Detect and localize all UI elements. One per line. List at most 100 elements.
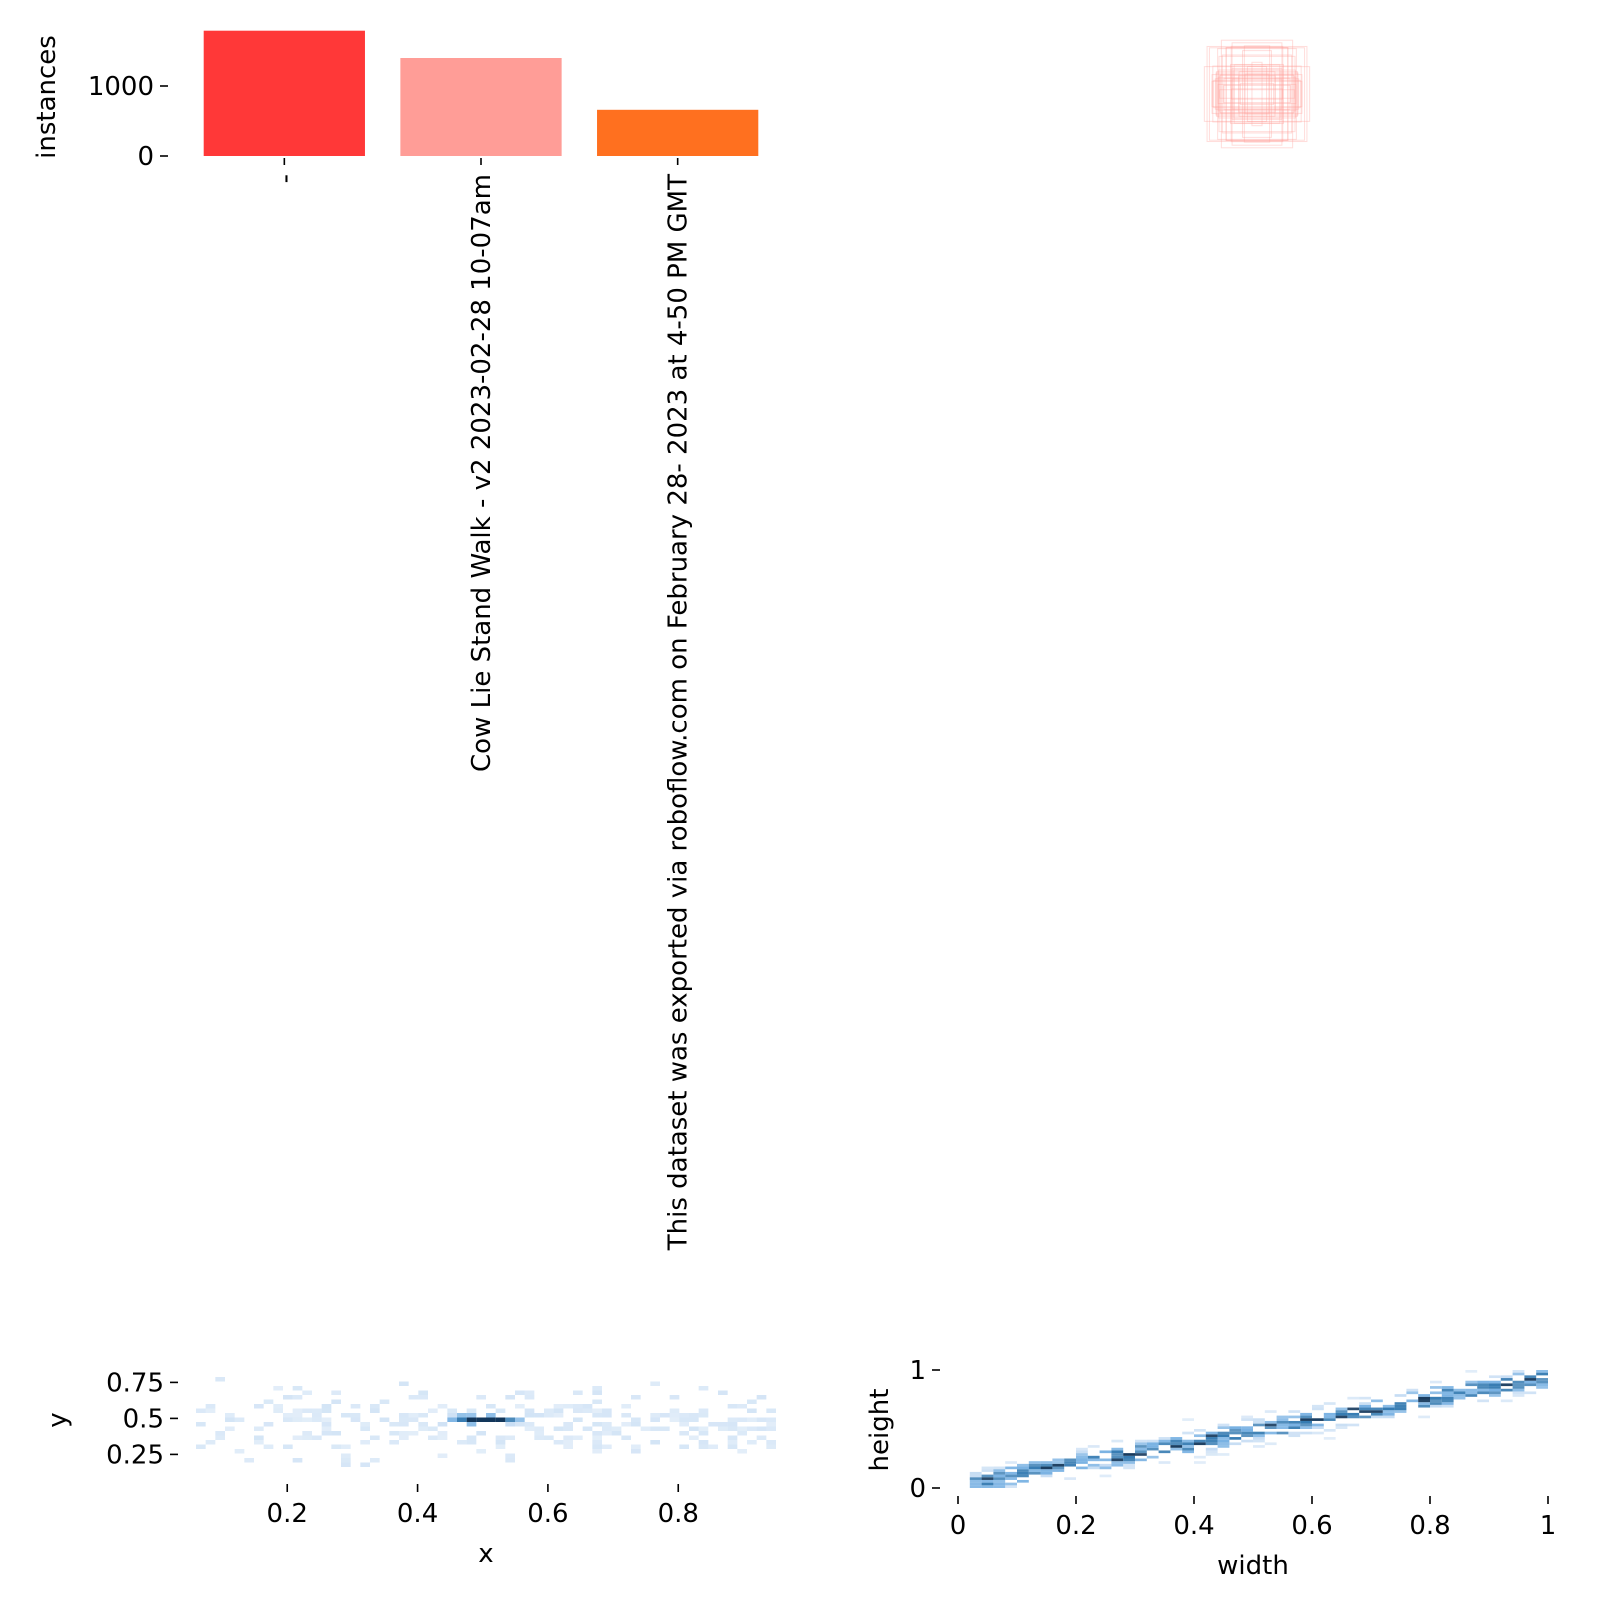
heatmap-cell (418, 1413, 428, 1418)
heatmap-cell (1276, 1423, 1289, 1427)
heatmap-cell (244, 1458, 254, 1463)
heatmap-cell (1465, 1388, 1478, 1392)
heatmap-cell (292, 1386, 303, 1391)
heatmap-cell (650, 1440, 660, 1445)
heatmap-cell (1076, 1450, 1088, 1454)
heatmap-cell (1052, 1461, 1065, 1464)
heatmap-cell (756, 1395, 767, 1400)
heatmap-cell (689, 1435, 699, 1440)
heatmap-cell (698, 1426, 709, 1431)
heatmap-cell (727, 1417, 738, 1422)
heatmap-cell (969, 1474, 982, 1478)
heatmap-cell (1512, 1370, 1525, 1373)
heatmap-cell (1158, 1442, 1171, 1446)
heatmap-cell (321, 1422, 332, 1427)
heatmap-cell (737, 1426, 747, 1431)
heatmap-cell (1500, 1388, 1513, 1392)
heatmap-cell (254, 1426, 264, 1431)
heatmap-cell (1076, 1461, 1088, 1464)
heatmap-cell (631, 1417, 641, 1422)
heatmap-cell (727, 1404, 738, 1409)
heatmap-cell (1146, 1439, 1159, 1443)
heatmap-cell (360, 1422, 370, 1427)
heatmap-cell (1028, 1463, 1041, 1467)
heatmap-cell (756, 1435, 767, 1440)
heatmap-cell (1512, 1388, 1525, 1392)
heatmap-cell (196, 1444, 206, 1449)
heatmap-cell (1135, 1453, 1147, 1456)
heatmap-cell (993, 1471, 1006, 1475)
heatmap-cell (1064, 1477, 1076, 1480)
heatmap-cell (399, 1413, 409, 1418)
heatmap-cell (1465, 1383, 1478, 1387)
heatmap-cell (553, 1413, 564, 1418)
heatmap-cell (650, 1381, 660, 1386)
heatmap-cell (1524, 1391, 1537, 1395)
heatmap-cell (379, 1417, 390, 1422)
heatmap-cell (524, 1422, 535, 1427)
heatmap-cell (592, 1440, 602, 1445)
heatmap-cell (534, 1431, 544, 1436)
heatmap-cell (698, 1408, 709, 1413)
heatmap-cell (292, 1458, 303, 1463)
heatmap-cell (1241, 1426, 1253, 1429)
heatmap-cell (1312, 1404, 1324, 1408)
heatmap-cell (273, 1386, 283, 1391)
heatmap-cell (418, 1390, 428, 1395)
heatmap-cell (747, 1440, 757, 1445)
heatmap-cell (524, 1395, 535, 1400)
box (1225, 47, 1289, 141)
heatmap-cell (1524, 1375, 1537, 1379)
heatmap-cell (727, 1435, 738, 1440)
heatmap-cell (1382, 1415, 1395, 1419)
box (1230, 88, 1284, 100)
heatmap-cell (1430, 1402, 1442, 1405)
heatmap-cell (1477, 1399, 1489, 1403)
heatmap-cell (1465, 1394, 1478, 1397)
heatmap-cell (1347, 1415, 1360, 1419)
heatmap-cell (515, 1417, 525, 1422)
heatmap-cell (1323, 1429, 1336, 1432)
heatmap-cell (1359, 1407, 1371, 1411)
heatmap-cell (1536, 1378, 1548, 1381)
heatmap-cell (1394, 1402, 1407, 1405)
heatmap-cell (1040, 1471, 1053, 1475)
heatmap-cell (466, 1440, 477, 1445)
heatmap-cell (370, 1404, 380, 1409)
heatmap-cell (1276, 1426, 1289, 1429)
heatmap-cell (341, 1444, 351, 1449)
heatmap-cell (1288, 1415, 1301, 1419)
heatmap-cell (1359, 1396, 1371, 1400)
heatmap-cell (234, 1417, 245, 1422)
heatmap-cell (399, 1417, 409, 1422)
heatmap-cell (292, 1395, 303, 1400)
heatmap-cell (350, 1404, 361, 1409)
heatmap-cell (283, 1413, 293, 1418)
heatmap-cell (1335, 1410, 1348, 1413)
box (1218, 55, 1296, 133)
heatmap-cell (1441, 1386, 1454, 1389)
heatmap-cell (331, 1399, 341, 1404)
heatmap-cell (1347, 1423, 1360, 1427)
heatmap-cell (1323, 1418, 1336, 1421)
heatmap-cell (302, 1408, 312, 1413)
x-tick-label: 0.6 (527, 1499, 568, 1529)
heatmap-cell (1123, 1461, 1135, 1464)
heatmap-cell (408, 1395, 419, 1400)
heatmap-cell (1430, 1386, 1442, 1389)
heatmap-cell (1217, 1453, 1230, 1456)
heatmap-cell (698, 1440, 709, 1445)
heatmap-cell (1335, 1423, 1348, 1427)
heatmap-cell (408, 1413, 419, 1418)
heatmap-cell (1217, 1431, 1230, 1435)
x-tick-label: 0.2 (1055, 1511, 1096, 1541)
heatmap-cell (621, 1404, 631, 1409)
heatmap-cell (1040, 1461, 1053, 1464)
heatmap-cell (408, 1417, 419, 1422)
heatmap-cell (1111, 1461, 1124, 1464)
heatmap-cell (563, 1440, 573, 1445)
heatmap-cell (602, 1431, 612, 1436)
heatmap-cell (1394, 1394, 1407, 1397)
heatmap-cell (708, 1422, 718, 1427)
